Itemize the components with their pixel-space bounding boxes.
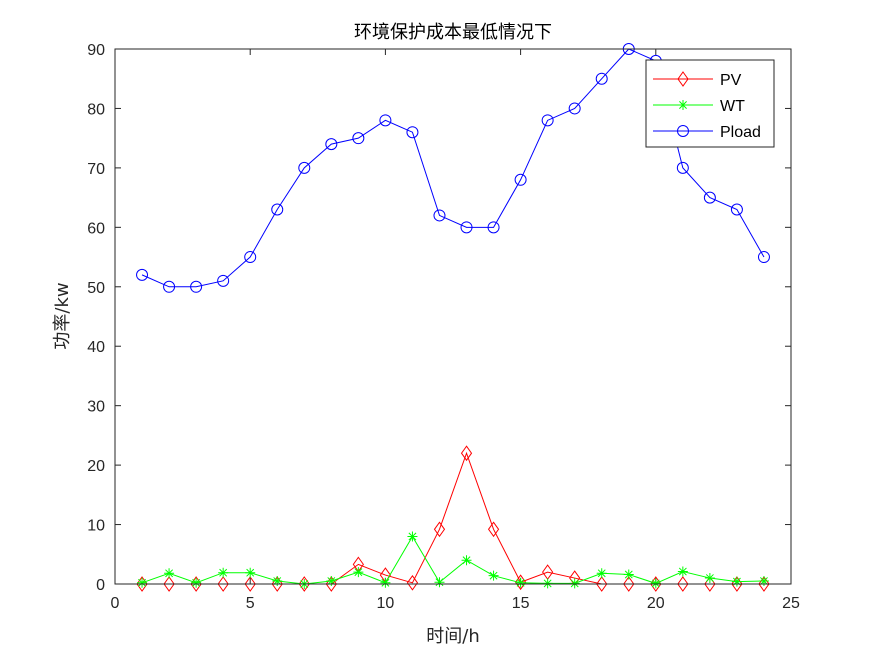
data-point-pload [595,72,608,85]
x-tick-label: 15 [512,595,530,612]
data-point-pv [487,521,500,538]
x-tick-label: 25 [782,595,800,612]
data-point-pv [460,445,473,462]
data-point-wt [650,578,661,589]
data-point-pload [163,280,176,293]
x-tick-label: 10 [377,595,395,612]
y-tick-label: 10 [87,518,105,535]
data-point-pload [379,114,392,127]
data-point-pv [677,576,689,592]
data-point-pload [757,251,770,264]
data-point-pload [514,173,527,186]
legend: PV WT Pload [645,59,775,148]
y-tick-label: 30 [87,399,105,416]
data-point-pload [217,274,230,287]
data-point-wt [758,576,769,587]
data-point-pload [136,268,149,281]
data-point-pv [623,576,635,592]
plot-frame [114,48,792,585]
data-point-pload [703,191,716,204]
data-point-pload [568,102,581,115]
data-point-pload [244,251,257,264]
x-tick-label: 5 [246,595,255,612]
legend-label-pload: Pload [720,124,761,141]
data-point-pv [596,576,608,592]
data-point-pload [406,126,419,139]
data-point-pv [406,574,419,591]
y-tick-label: 20 [87,458,105,475]
y-tick-label: 70 [87,161,105,178]
legend-entry-pv: PV [653,71,742,89]
data-point-pv [433,521,446,538]
data-point-wt [245,567,256,578]
data-point-wt [488,570,499,581]
y-tick-label: 80 [87,101,105,118]
chart-title: 环境保护成本最低情况下 [354,22,552,43]
data-point-pv [163,576,175,592]
x-axis-title: 时间/h [426,626,479,647]
legend-marker-pv [677,71,689,87]
data-point-wt [137,577,148,588]
data-point-wt [326,576,337,587]
data-point-wt [623,569,634,580]
legend-entry-wt: WT [653,98,745,115]
y-tick-label: 90 [87,42,105,59]
data-point-pload [433,209,446,222]
data-point-pload [460,221,473,234]
legend-label-pv: PV [720,72,742,89]
y-tick-label: 60 [87,220,105,237]
data-point-wt [731,576,742,587]
data-point-wt [353,567,364,578]
data-point-pload [352,132,365,145]
data-point-wt [218,567,229,578]
data-point-wt [677,566,688,577]
data-point-wt [704,573,715,584]
y-tick-label: 40 [87,339,105,356]
y-tick-label: 0 [96,577,105,594]
data-point-wt [461,555,472,566]
data-point-pload [730,203,743,216]
legend-box [645,59,775,148]
data-point-wt [515,577,526,588]
data-point-wt [542,578,553,589]
data-point-wt [380,577,391,588]
data-point-wt [434,577,445,588]
data-point-wt [596,568,607,579]
data-point-pload [271,203,284,216]
data-point-wt [569,578,580,589]
legend-label-wt: WT [720,98,745,115]
data-point-pv [758,576,770,592]
data-point-wt [164,568,175,579]
data-point-pload [541,114,554,127]
data-point-wt [272,576,283,587]
data-point-wt [191,577,202,588]
axis-ticks: 0 5 10 15 20 25 0 10 20 30 40 50 60 70 80 90 [87,42,800,612]
data-point-pload [190,280,203,293]
legend-marker-wt [678,100,688,110]
data-point-pload [676,161,689,174]
legend-items: PV WT Pload [653,71,761,141]
legend-marker-pload [677,125,689,137]
legend-entry-pload: Pload [653,124,761,141]
y-tick-label: 50 [87,280,105,297]
y-axis-title: 功率/kw [52,282,73,349]
data-point-pv [298,576,310,592]
data-point-pload [325,138,338,151]
data-point-pload [487,221,500,234]
data-point-pload [298,161,311,174]
x-tick-label: 20 [647,595,665,612]
data-point-pv [244,576,256,592]
data-point-pv [217,576,229,592]
x-tick-label: 0 [111,595,120,612]
data-point-wt [407,531,418,542]
